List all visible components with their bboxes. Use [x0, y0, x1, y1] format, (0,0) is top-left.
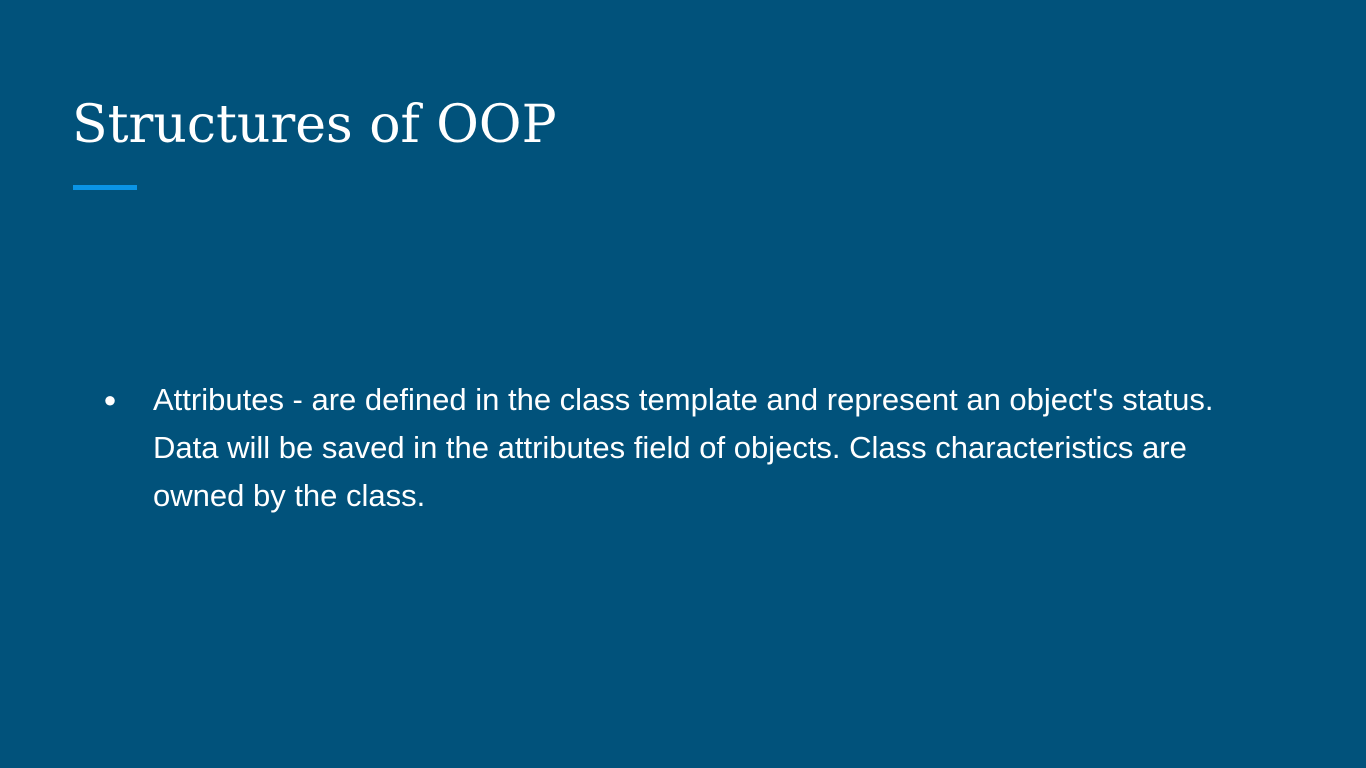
bullet-list: ● Attributes - are defined in the class … — [98, 376, 1258, 520]
title-accent-line — [73, 185, 137, 190]
slide-title: Structures of OOP — [72, 95, 557, 155]
bullet-item: ● Attributes - are defined in the class … — [98, 376, 1258, 520]
bullet-text: Attributes - are defined in the class te… — [153, 382, 1214, 513]
bullet-dot-icon: ● — [103, 387, 117, 412]
